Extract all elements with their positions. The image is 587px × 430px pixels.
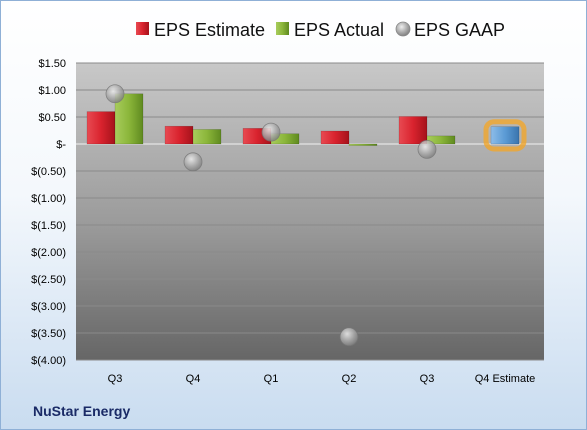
plot-area: $1.50 $1.00 $0.50 $- $(0.50) $(1.00) $(1.50) $(…: [31, 58, 544, 385]
eps-estimate-bar: [320, 130, 350, 145]
x-tick-label: Q3: [108, 373, 123, 385]
y-tick-label: $1.50: [38, 58, 66, 70]
eps-forecast-bar: [490, 126, 520, 145]
x-tick-label: Q2: [342, 373, 357, 385]
legend-swatch-estimate: [136, 22, 149, 35]
legend-swatch-gaap: [395, 21, 411, 37]
eps-estimate-bar: [398, 116, 428, 145]
legend-swatch-actual: [276, 22, 289, 35]
eps-actual-bar: [192, 129, 222, 145]
eps-gaap-point: [105, 84, 125, 104]
x-tick-label: Q4: [186, 373, 201, 385]
x-tick-label: Q4 Estimate: [475, 373, 536, 385]
eps-gaap-point: [417, 139, 437, 159]
y-tick-label: $(1.00): [31, 193, 66, 205]
y-tick-label: $0.50: [38, 112, 66, 124]
y-tick-label: $1.00: [38, 85, 66, 97]
eps-gaap-point: [339, 327, 359, 347]
x-tick-label: Q1: [264, 373, 279, 385]
eps-estimate-bar: [86, 111, 116, 145]
legend-label: EPS GAAP: [414, 20, 505, 40]
forecast-highlight: [483, 119, 527, 152]
y-tick-label: $(2.00): [31, 247, 66, 259]
x-tick-label: Q3: [420, 373, 435, 385]
y-tick-label: $(1.50): [31, 220, 66, 232]
company-name: NuStar Energy: [33, 403, 131, 419]
y-tick-label: $(2.50): [31, 274, 66, 286]
plot-background: [76, 63, 544, 360]
legend-label: EPS Actual: [294, 20, 384, 40]
eps-actual-bar: [114, 93, 144, 145]
eps-estimate-bar: [164, 125, 194, 145]
y-tick-label: $(4.00): [31, 355, 66, 367]
legend-label: EPS Estimate: [154, 20, 265, 40]
y-tick-label: $-: [56, 139, 66, 151]
y-tick-label: $(0.50): [31, 166, 66, 178]
eps-actual-bar: [348, 143, 378, 146]
y-tick-label: $(3.00): [31, 301, 66, 313]
legend: EPS Estimate EPS Actual EPS GAAP: [136, 20, 505, 40]
eps-gaap-point: [183, 152, 203, 172]
eps-gaap-point: [261, 122, 281, 142]
y-tick-label: $(3.50): [31, 328, 66, 340]
eps-actual-bar: [426, 135, 456, 145]
